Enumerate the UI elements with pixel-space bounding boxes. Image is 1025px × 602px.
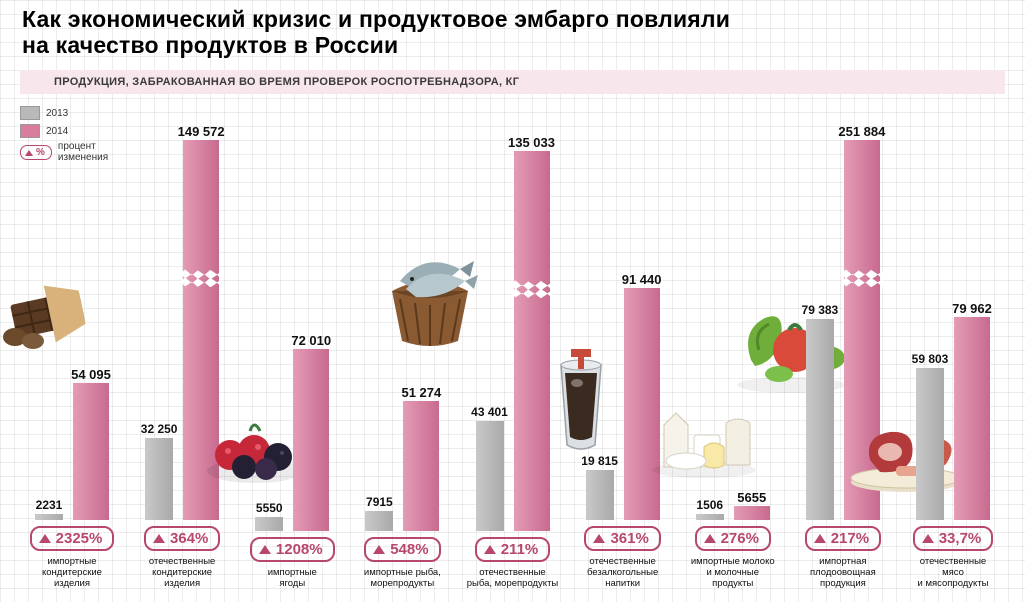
bar-2014: 79 962 <box>954 317 990 520</box>
category-label: импортнаяплодоовощнаяпродукция <box>810 557 876 590</box>
bar-group-imp-berries: 5550 72 010 1208% импортныеягоды <box>240 151 344 590</box>
pct-badge: 1208% <box>250 537 335 562</box>
up-triangle-icon <box>259 545 271 554</box>
bar-group-dom-fish: 43 401 135 033 211% отечественныерыба, море… <box>461 151 565 590</box>
pct-value: 211% <box>501 541 539 558</box>
bar-2014: 54 095 <box>73 383 109 520</box>
pct-badge: 276% <box>695 526 771 551</box>
subtitle-bar: ПРОДУКЦИЯ, ЗАБРАКОВАННАЯ ВО ВРЕМЯ ПРОВЕР… <box>20 70 1005 94</box>
bar-pair: 1506 5655 <box>696 140 770 520</box>
pct-value: 1208% <box>276 541 323 558</box>
bar-2013: 2231 <box>35 514 63 520</box>
bar-2014: 149 572 <box>183 140 219 520</box>
bar-value-label: 51 274 <box>376 385 466 400</box>
category-label: отечественныемясои мясопродукты <box>918 557 989 590</box>
bar-2013: 19 815 <box>586 470 614 520</box>
up-triangle-icon <box>922 534 934 543</box>
up-triangle-icon <box>153 534 165 543</box>
bar-pair: 7915 51 274 <box>365 151 439 531</box>
bar-2014: 51 274 <box>403 401 439 531</box>
bar-value-label: 54 095 <box>46 367 136 382</box>
bar-2013: 79 383 <box>806 319 834 520</box>
bar-pair: 5550 72 010 <box>255 151 329 531</box>
bar-2013: 43 401 <box>476 421 504 531</box>
bar-group-imp-veg: 79 383 251 884 217% импортнаяплодоовощнаяпр… <box>791 140 895 590</box>
bar-group-dom-meat: 59 803 79 962 33,7% отечественныемясои мясо… <box>901 140 1005 590</box>
up-triangle-icon <box>704 534 716 543</box>
pct-value: 364% <box>170 530 208 547</box>
bar-pair: 19 815 91 440 <box>586 140 660 520</box>
pct-badge: 211% <box>475 537 551 562</box>
title-block: Как экономический кризис и продуктовое э… <box>22 6 1005 59</box>
bar-value-label: 91 440 <box>597 272 687 287</box>
bar-2014: 135 033 <box>514 151 550 531</box>
category-label: импортные молокои молочныепродукты <box>691 557 775 590</box>
bar-2013: 7915 <box>365 511 393 531</box>
pct-badge: 217% <box>805 526 881 551</box>
bar-pair: 2231 54 095 <box>35 140 109 520</box>
bar-pair: 32 250 149 572 <box>145 140 219 520</box>
subtitle-text: ПРОДУКЦИЯ, ЗАБРАКОВАННАЯ ВО ВРЕМЯ ПРОВЕР… <box>54 76 519 88</box>
pct-value: 548% <box>390 541 428 558</box>
bar-2014: 72 010 <box>293 349 329 531</box>
pct-badge: 2325% <box>30 526 115 551</box>
pct-badge: 33,7% <box>913 526 994 551</box>
bar-2013: 1506 <box>696 514 724 520</box>
pct-badge: 364% <box>144 526 220 551</box>
bar-chart: 2231 54 095 2325% импортныекондитерскиеизде… <box>20 96 1005 590</box>
bar-value-label: 135 033 <box>487 135 577 150</box>
bar-value-label: 251 884 <box>817 124 907 139</box>
bar-2013: 32 250 <box>145 438 173 520</box>
bar-group-dom-confectionery: 32 250 149 572 364% отечественныекондитерск… <box>130 140 234 590</box>
bar-pair: 79 383 251 884 <box>806 140 880 520</box>
up-triangle-icon <box>39 534 51 543</box>
bar-2014: 91 440 <box>624 288 660 520</box>
pct-value: 361% <box>610 530 648 547</box>
category-label: импортныекондитерскиеизделия <box>42 557 102 590</box>
category-label: отечественныерыба, морепродукты <box>467 568 559 590</box>
up-triangle-icon <box>593 534 605 543</box>
bar-value-label: 72 010 <box>266 333 356 348</box>
pct-badge: 361% <box>584 526 660 551</box>
bar-group-dom-drinks: 19 815 91 440 361% отечественныебезалкоголь… <box>571 140 675 590</box>
bar-2013: 59 803 <box>916 368 944 520</box>
category-label: отечественныебезалкогольныенапитки <box>587 557 658 590</box>
bar-pair: 43 401 135 033 <box>476 151 550 531</box>
bar-2014: 5655 <box>734 506 770 520</box>
up-triangle-icon <box>814 534 826 543</box>
title-line-1: Как экономический кризис и продуктовое э… <box>22 6 730 32</box>
page-title: Как экономический кризис и продуктовое э… <box>22 6 1005 59</box>
up-triangle-icon <box>484 545 496 554</box>
bar-group-imp-fish: 7915 51 274 548% импортные рыба,морепродукт… <box>350 151 454 590</box>
pct-value: 33,7% <box>939 530 982 547</box>
category-label: отечественныекондитерскиеизделия <box>149 557 215 590</box>
category-label: импортные рыба,морепродукты <box>364 568 441 590</box>
pct-badge: 548% <box>364 537 440 562</box>
bar-2013: 5550 <box>255 517 283 531</box>
pct-value: 2325% <box>56 530 103 547</box>
bar-value-label: 149 572 <box>156 124 246 139</box>
category-label: импортныеягоды <box>268 568 317 590</box>
pct-value: 276% <box>721 530 759 547</box>
bar-2014: 251 884 <box>844 140 880 520</box>
bar-group-imp-dairy: 1506 5655 276% импортные молокои молочныепр… <box>681 140 785 590</box>
bar-pair: 59 803 79 962 <box>916 140 990 520</box>
chocolate-icon <box>0 275 105 360</box>
bar-value-label: 79 962 <box>927 301 1017 316</box>
bar-value-label: 5655 <box>707 490 797 505</box>
up-triangle-icon <box>373 545 385 554</box>
pct-value: 217% <box>831 530 869 547</box>
chocolate-icon <box>0 275 105 355</box>
title-line-2: на качество продуктов в России <box>22 32 398 58</box>
bar-group-imp-confectionery: 2231 54 095 2325% импортныекондитерскиеизде… <box>20 140 124 590</box>
